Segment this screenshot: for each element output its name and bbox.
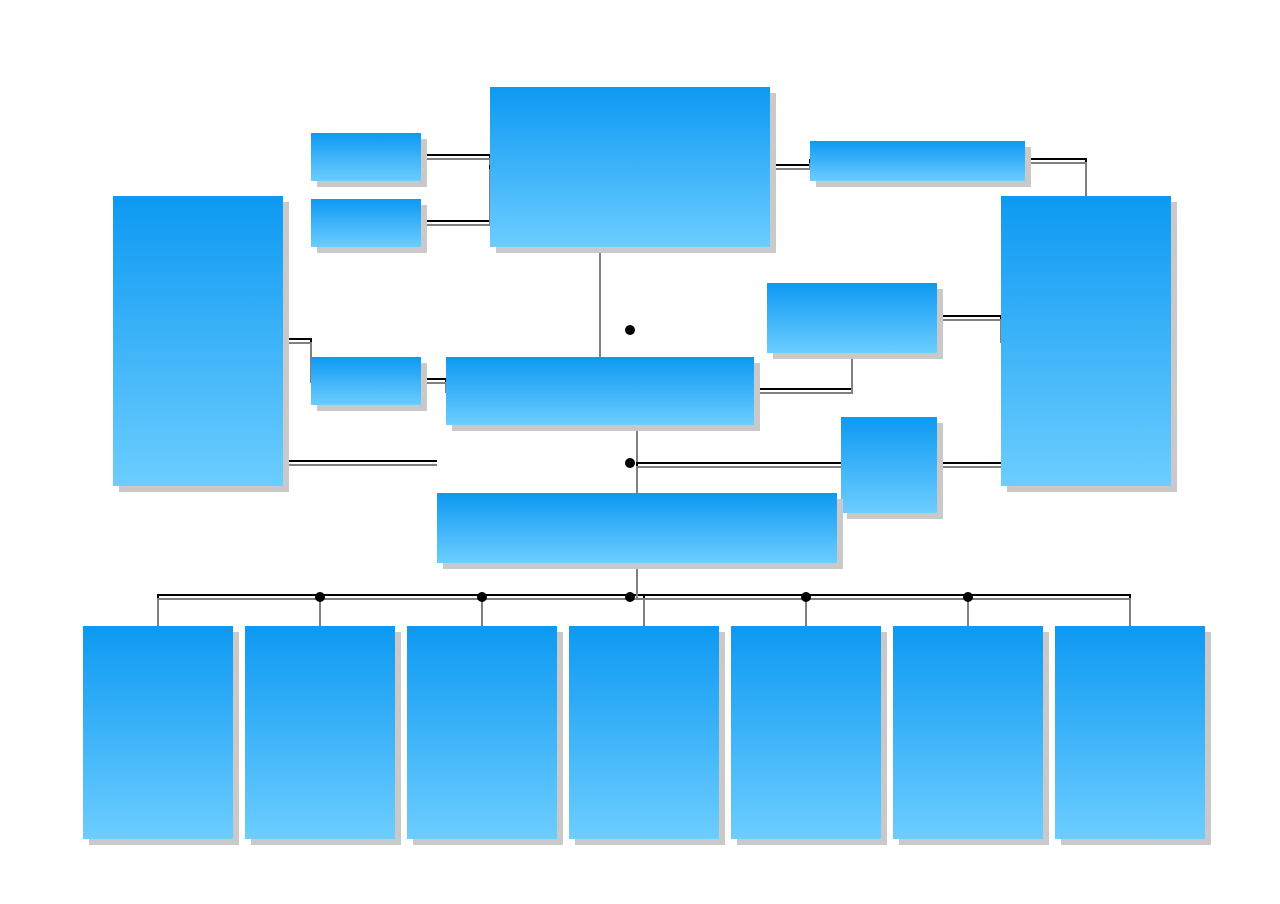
node-b4 bbox=[569, 626, 725, 845]
org-chart-canvas bbox=[0, 0, 1280, 904]
node-wide1 bbox=[810, 141, 1031, 187]
node-b2 bbox=[245, 626, 401, 845]
connector-junction bbox=[801, 592, 811, 602]
connector-junction bbox=[625, 458, 635, 468]
node-b6 bbox=[893, 626, 1049, 845]
node-rightTall bbox=[1001, 196, 1177, 492]
edge-top-to-midWide bbox=[600, 245, 630, 359]
connector-junction bbox=[315, 592, 325, 602]
node-top bbox=[490, 87, 776, 253]
node-small2 bbox=[311, 199, 427, 253]
edge-bar-to-b7 bbox=[637, 561, 1130, 628]
node-midWide bbox=[446, 357, 760, 431]
node-square bbox=[841, 417, 943, 519]
node-b3 bbox=[407, 626, 563, 845]
edge-midRight-to-rightTall bbox=[937, 316, 1001, 343]
edge-bar-to-b3 bbox=[482, 561, 637, 628]
node-midSmall bbox=[311, 357, 427, 411]
connector-junction bbox=[625, 592, 635, 602]
connector-junction bbox=[477, 592, 487, 602]
node-small1 bbox=[311, 133, 427, 187]
node-midRight bbox=[767, 283, 943, 359]
node-bar bbox=[437, 493, 843, 569]
edge-square-to-bar bbox=[637, 463, 841, 495]
edge-wide1-to-rightTall bbox=[1025, 159, 1086, 198]
node-b5 bbox=[731, 626, 887, 845]
connector-junction bbox=[625, 325, 635, 335]
node-b1 bbox=[83, 626, 239, 845]
node-b7 bbox=[1055, 626, 1211, 845]
node-leftTall bbox=[113, 196, 289, 492]
edge-small1-to-top bbox=[421, 155, 490, 169]
connector-junction bbox=[963, 592, 973, 602]
edge-small2-to-top bbox=[421, 165, 490, 225]
